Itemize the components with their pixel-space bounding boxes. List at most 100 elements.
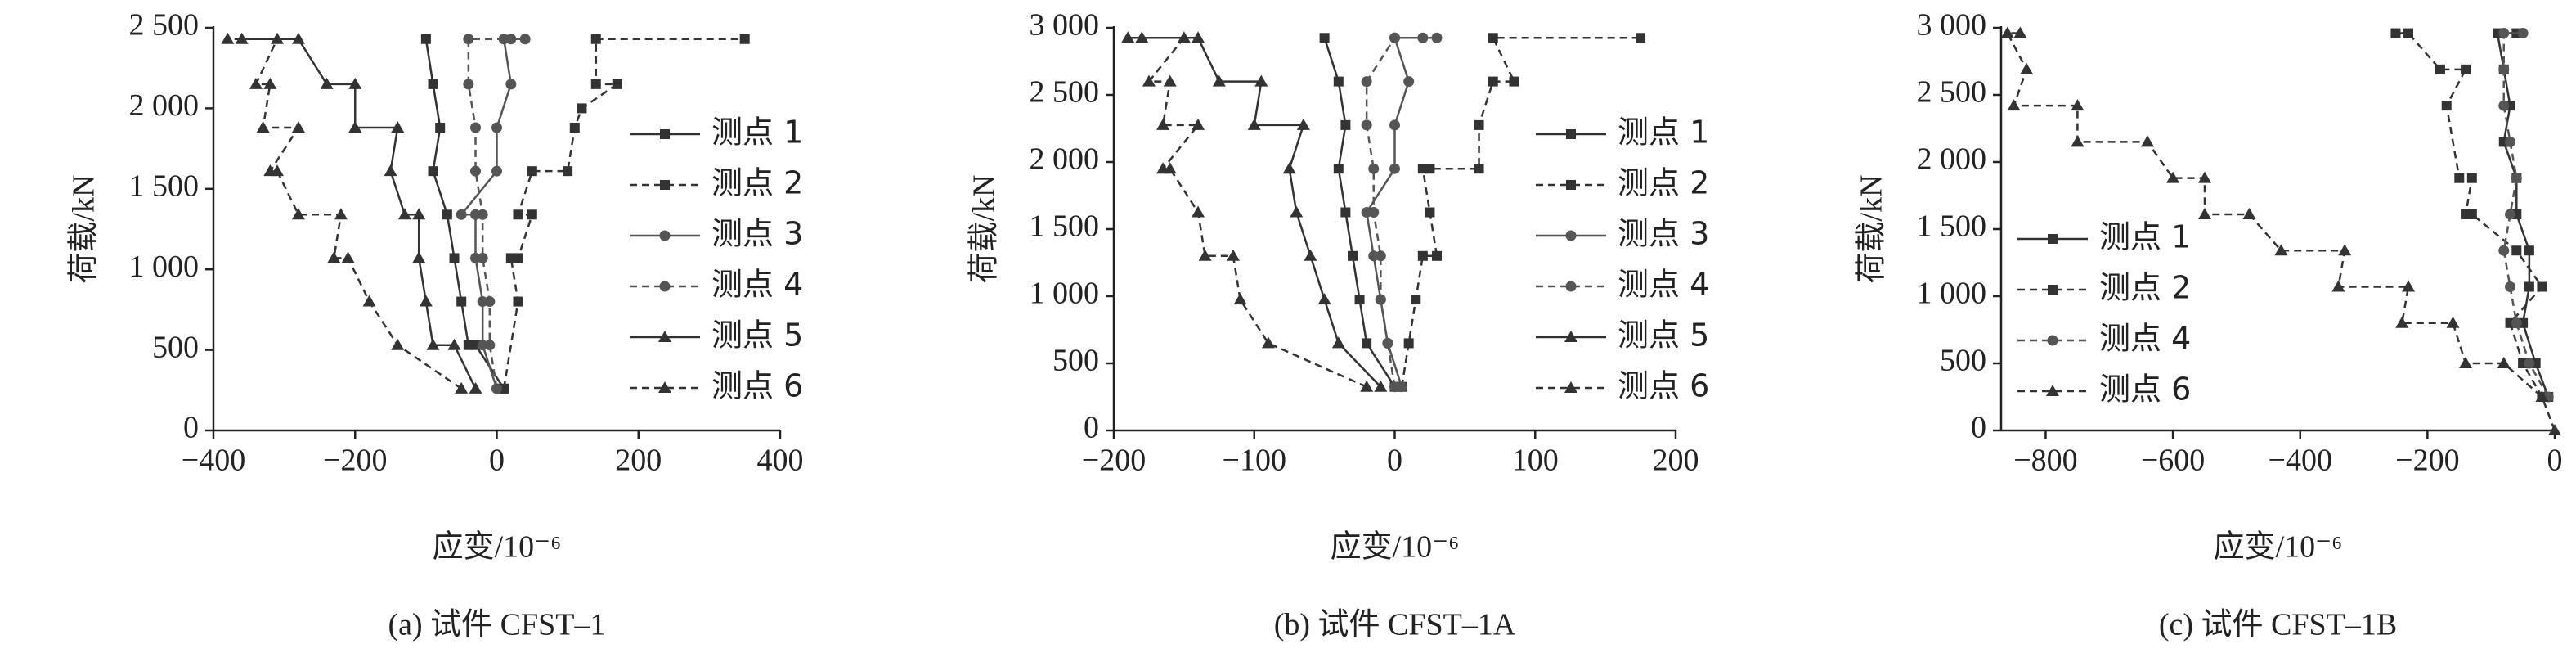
marker bbox=[2505, 209, 2516, 220]
legend-marker bbox=[1564, 331, 1577, 342]
marker bbox=[348, 77, 362, 89]
x-axis-label: 应变/10⁻⁶ bbox=[1331, 530, 1460, 565]
marker bbox=[1354, 295, 1365, 305]
marker bbox=[320, 77, 334, 89]
marker bbox=[391, 121, 405, 133]
marker bbox=[491, 122, 502, 133]
y-axis-label: 荷载/kN bbox=[967, 174, 1002, 283]
marker bbox=[577, 103, 587, 114]
marker bbox=[1488, 76, 1498, 87]
marker bbox=[1198, 249, 1212, 261]
marker bbox=[2435, 64, 2445, 74]
x-axis-label: 应变/10⁻⁶ bbox=[2214, 530, 2343, 565]
marker bbox=[1347, 250, 1358, 261]
y-tick-label: 3 000 bbox=[1917, 8, 1987, 43]
marker bbox=[1212, 74, 1226, 87]
y-tick-label: 2 000 bbox=[129, 88, 200, 123]
x-tick-label: 400 bbox=[757, 444, 804, 478]
marker bbox=[2505, 101, 2515, 111]
y-tick-label: 500 bbox=[152, 330, 199, 364]
marker bbox=[1361, 76, 1372, 88]
series-line bbox=[2005, 32, 2556, 431]
y-tick-label: 1 500 bbox=[129, 169, 200, 204]
legend-marker bbox=[2048, 234, 2058, 244]
marker bbox=[1317, 293, 1331, 305]
x-tick-label: −600 bbox=[2141, 444, 2205, 478]
y-tick-label: 1 000 bbox=[129, 250, 200, 284]
marker bbox=[263, 77, 277, 89]
marker bbox=[1360, 380, 1374, 392]
marker bbox=[2331, 280, 2345, 292]
marker bbox=[2446, 316, 2460, 328]
marker bbox=[1296, 118, 1310, 130]
series-line bbox=[1365, 37, 1438, 387]
marker bbox=[1331, 336, 1345, 349]
marker bbox=[2007, 99, 2021, 111]
y-tick-label: 500 bbox=[1052, 344, 1099, 378]
series-line bbox=[227, 38, 462, 390]
marker bbox=[2498, 100, 2510, 111]
marker bbox=[1389, 119, 1400, 131]
y-tick-label: 2 000 bbox=[1917, 142, 1987, 177]
legend-marker bbox=[659, 230, 671, 241]
marker bbox=[1389, 381, 1400, 393]
marker bbox=[484, 296, 496, 308]
marker bbox=[2140, 135, 2154, 147]
marker bbox=[384, 164, 397, 177]
marker bbox=[391, 338, 405, 350]
x-tick-label: −100 bbox=[1223, 444, 1286, 478]
marker bbox=[1361, 119, 1372, 131]
legend-label: 测点 5 bbox=[1618, 317, 1709, 354]
legend-label: 测点 4 bbox=[1618, 267, 1709, 303]
legend-label: 测点 1 bbox=[711, 115, 803, 151]
marker bbox=[2166, 171, 2180, 183]
marker bbox=[2338, 244, 2352, 256]
caption: (a) 试件 CFST–1 bbox=[388, 608, 605, 642]
y-tick-label: 2 500 bbox=[1030, 75, 1100, 110]
marker bbox=[1403, 76, 1415, 88]
y-axis-label: 荷载/kN bbox=[67, 174, 101, 283]
marker bbox=[412, 208, 426, 220]
y-tick-label: 1 500 bbox=[1917, 209, 1987, 244]
series-line bbox=[2502, 32, 2550, 398]
marker bbox=[1375, 294, 1386, 305]
x-tick-label: −200 bbox=[1082, 444, 1146, 478]
legend-label: 测点 4 bbox=[711, 267, 803, 303]
marker bbox=[463, 340, 473, 350]
marker bbox=[1282, 162, 1296, 174]
marker bbox=[291, 32, 305, 44]
marker bbox=[456, 296, 467, 307]
legend-label: 测点 2 bbox=[2099, 270, 2191, 306]
marker bbox=[513, 296, 523, 307]
marker bbox=[435, 123, 446, 133]
legend-label: 测点 1 bbox=[1618, 115, 1709, 151]
series-line bbox=[467, 38, 511, 390]
marker bbox=[612, 79, 622, 89]
marker bbox=[348, 121, 362, 133]
marker bbox=[2537, 281, 2547, 292]
marker bbox=[563, 166, 573, 177]
marker bbox=[1417, 250, 1428, 261]
marker bbox=[449, 253, 460, 263]
marker bbox=[2000, 26, 2014, 38]
y-tick-label: 1 000 bbox=[1917, 277, 1987, 311]
marker bbox=[527, 209, 537, 220]
marker bbox=[1177, 31, 1191, 43]
marker bbox=[426, 338, 440, 350]
marker bbox=[1368, 163, 1380, 174]
marker bbox=[270, 32, 284, 44]
marker bbox=[1488, 33, 1498, 43]
marker bbox=[1425, 207, 1435, 218]
marker bbox=[1340, 207, 1351, 218]
caption: (b) 试件 CFST–1A bbox=[1274, 608, 1516, 642]
series-line bbox=[241, 38, 477, 390]
marker bbox=[2517, 28, 2529, 39]
series-line bbox=[1142, 37, 1367, 388]
marker bbox=[1474, 119, 1484, 130]
marker bbox=[419, 295, 433, 307]
legend-label: 测点 1 bbox=[2099, 219, 2191, 255]
marker bbox=[1375, 250, 1386, 262]
marker bbox=[1411, 295, 1421, 305]
marker bbox=[2402, 280, 2416, 292]
series-line bbox=[502, 38, 745, 390]
